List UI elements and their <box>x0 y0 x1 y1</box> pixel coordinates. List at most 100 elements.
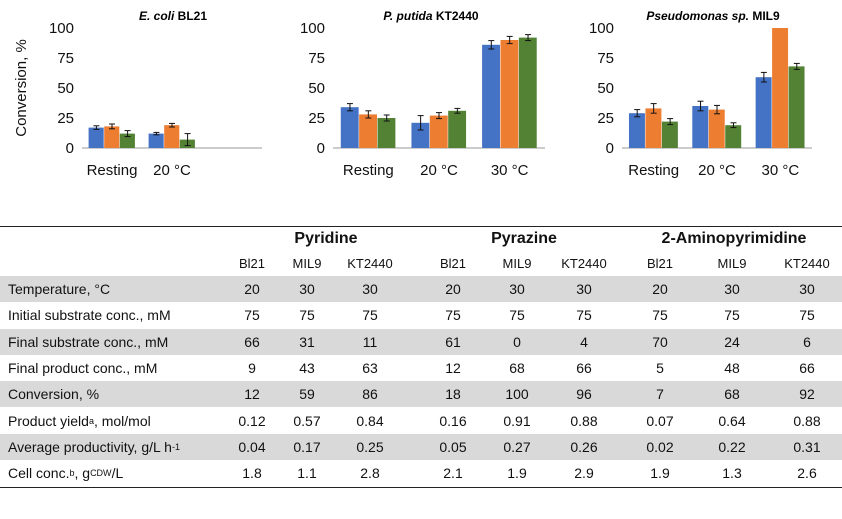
row-label: Cell conc. b, g CDW/L <box>8 465 124 482</box>
table-cell: 5 <box>656 359 664 376</box>
x-category-label: 20 °C <box>153 162 191 179</box>
table-cell: 7 <box>656 386 664 403</box>
table-cell: 11 <box>362 333 378 350</box>
table-cell: 0.26 <box>570 438 598 455</box>
bar <box>411 122 430 148</box>
table-cell: 68 <box>509 359 525 376</box>
error-bar <box>436 112 442 120</box>
table-row: Average productivity, g/L h -1 0.04 0.17 0.2… <box>0 433 842 460</box>
x-category-label: 20 °C <box>420 162 458 179</box>
x-category-label: Resting <box>343 162 394 179</box>
x-category-label: Resting <box>87 162 138 179</box>
table-cell: 75 <box>362 307 378 324</box>
bar <box>725 125 742 148</box>
y-tick-label: 75 <box>308 50 325 67</box>
table-cell: 2.6 <box>797 465 817 482</box>
table-cell: 20 <box>652 281 668 297</box>
row-label: Final product conc., mM <box>8 359 158 376</box>
error-bar <box>124 130 131 138</box>
table-cell: 100 <box>505 386 529 403</box>
table-row: Final substrate conc., mM 66 31 11 61 0 4 70 24 6 <box>0 328 842 355</box>
table-cell: 0.22 <box>718 438 746 455</box>
y-tick-label: 50 <box>57 80 74 97</box>
error-bar <box>650 103 657 114</box>
table-cell: 1.3 <box>722 465 742 482</box>
error-bar <box>169 122 175 128</box>
chart-1: E. coli BL21 0 25 50 75 100 Conversion, % Resti… <box>13 9 262 179</box>
table-cell: 1.9 <box>650 465 670 482</box>
table-cell: 12 <box>244 386 260 403</box>
table-cell: 2.9 <box>574 465 594 482</box>
table-cell: 1.8 <box>242 465 262 482</box>
table-cell: 75 <box>576 307 592 324</box>
bar <box>164 125 180 148</box>
table-cell: 0.02 <box>646 438 674 455</box>
error-bar <box>93 125 100 130</box>
table-cell: 30 <box>724 281 740 297</box>
bar <box>788 66 805 148</box>
column-header: KT2440 <box>561 255 607 271</box>
table-row: Initial substrate conc., mM 75 75 75 75 75 75 7… <box>0 302 842 328</box>
y-tick-label: 0 <box>606 140 614 157</box>
bar <box>692 106 709 148</box>
table-row: Product yield a, mol/mol 0.12 0.57 0.84 0.16 0… <box>0 408 842 434</box>
column-header: KT2440 <box>347 255 393 271</box>
y-tick-label: 25 <box>597 110 614 127</box>
column-header: MIL9 <box>502 255 532 271</box>
bar <box>88 127 104 148</box>
chart-title: Pseudomonas sp. MIL9 <box>646 9 780 23</box>
row-label: Temperature, °C <box>8 281 111 297</box>
table-cell: 0.12 <box>238 412 266 429</box>
group-header: 2-Aminopyrimidine <box>661 230 807 247</box>
table-cell: 43 <box>299 359 315 376</box>
table-cell: 70 <box>652 333 668 350</box>
table-cell: 75 <box>244 307 260 324</box>
y-tick-label: 100 <box>589 20 614 37</box>
error-bar <box>153 131 160 136</box>
table-cell: 96 <box>576 386 592 403</box>
bar-charts-panel: E. coli BL21 0 25 50 75 100 Conversion, % Resti… <box>13 9 812 179</box>
error-bar <box>454 107 461 114</box>
bar <box>661 121 678 148</box>
error-bar <box>417 115 424 131</box>
row-label: Initial substrate conc., mM <box>8 307 171 324</box>
table-cell: 0.88 <box>793 412 821 429</box>
table-cell: 61 <box>445 333 461 350</box>
bar <box>340 107 359 148</box>
table-cell: 30 <box>576 281 592 297</box>
table-cell: 20 <box>445 281 461 297</box>
column-header: Bl21 <box>646 255 674 271</box>
table-cell: 0.16 <box>439 412 467 429</box>
table-cell: 75 <box>799 307 815 324</box>
table-cell: 0.31 <box>793 438 821 455</box>
bar <box>429 115 448 148</box>
group-header: Pyrazine <box>491 230 557 247</box>
table-cell: 86 <box>362 386 378 403</box>
table-cell: 9 <box>248 359 256 376</box>
table-cell: 12 <box>445 359 461 376</box>
row-label: Average productivity, g/L h -1 <box>8 438 180 455</box>
table-cell: 75 <box>299 307 315 324</box>
y-tick-label: 25 <box>57 110 74 127</box>
table-cell: 0.07 <box>646 412 674 429</box>
table-row: Conversion, % 12 59 86 18 100 96 7 68 92 <box>0 381 842 408</box>
table-cell: 0.17 <box>293 438 321 455</box>
table-cell: 0.88 <box>570 412 598 429</box>
table-row: Temperature, °C 20 30 30 20 30 30 20 30 30 <box>0 276 842 302</box>
group-header: Pyridine <box>294 230 358 247</box>
table-cell: 59 <box>299 386 315 403</box>
error-bar <box>525 34 532 42</box>
table-cell: 0.57 <box>293 412 321 429</box>
table-cell: 4 <box>580 333 588 350</box>
table-cell: 66 <box>576 359 592 376</box>
table-cell: 0.64 <box>718 412 746 429</box>
table-cell: 75 <box>445 307 461 324</box>
table-cell: 18 <box>445 386 461 403</box>
bar <box>377 118 396 148</box>
bar <box>119 133 135 148</box>
bar <box>708 109 725 148</box>
table-bottom-rule <box>0 487 842 489</box>
row-label: Product yield a, mol/mol <box>8 412 151 429</box>
error-bar <box>383 114 390 122</box>
error-bar <box>109 123 115 130</box>
